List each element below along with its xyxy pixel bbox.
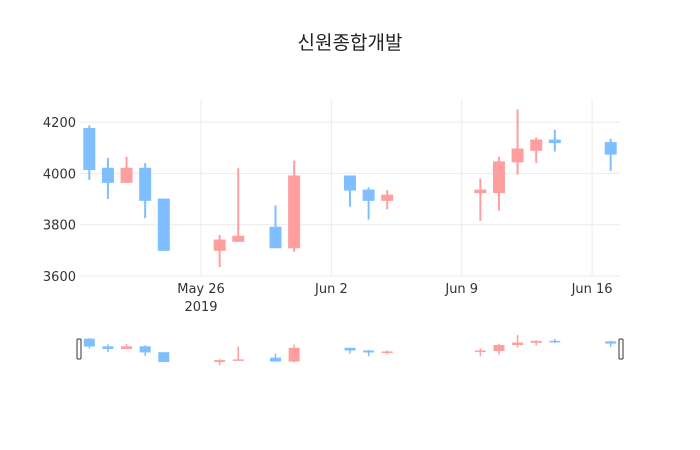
y-tick-label: 4200 bbox=[43, 116, 76, 131]
candle[interactable] bbox=[101, 158, 114, 200]
chart-title: 신원종합개발 bbox=[297, 32, 403, 54]
candle[interactable] bbox=[362, 187, 375, 220]
range-slider[interactable] bbox=[76, 334, 624, 366]
slider-candle bbox=[512, 334, 524, 348]
candle[interactable] bbox=[288, 160, 301, 252]
range-slider-left-handle[interactable] bbox=[76, 338, 82, 360]
candle[interactable] bbox=[511, 109, 524, 175]
slider-candle bbox=[139, 345, 151, 356]
x-tick-label: May 26 bbox=[177, 282, 225, 297]
slider-candle bbox=[474, 348, 486, 357]
candle-series[interactable] bbox=[83, 109, 617, 268]
candle[interactable] bbox=[530, 137, 543, 164]
candle[interactable] bbox=[83, 125, 96, 180]
grid-lines bbox=[80, 99, 620, 277]
slider-candle bbox=[121, 344, 133, 350]
y-tick-label: 4000 bbox=[43, 167, 76, 182]
x-axis: May 26 2019 Jun 2 Jun 9 Jun 16 bbox=[177, 282, 612, 315]
slider-candle bbox=[605, 340, 617, 347]
candle[interactable] bbox=[232, 168, 245, 242]
x-tick-label: Jun 2 bbox=[314, 282, 348, 297]
y-axis: 3600 3800 4000 4200 bbox=[43, 116, 76, 285]
candle[interactable] bbox=[604, 138, 617, 171]
slider-candle bbox=[493, 344, 505, 355]
slider-candle bbox=[214, 359, 226, 366]
candle[interactable] bbox=[474, 178, 487, 221]
slider-candle bbox=[232, 346, 244, 361]
x-tick-label: Jun 16 bbox=[571, 282, 613, 297]
candle[interactable] bbox=[139, 163, 152, 219]
slider-candle bbox=[549, 338, 561, 344]
slider-candle bbox=[288, 344, 300, 363]
candle[interactable] bbox=[213, 234, 226, 268]
slider-candle bbox=[344, 347, 356, 354]
candle[interactable] bbox=[492, 156, 505, 211]
y-tick-label: 3800 bbox=[43, 219, 76, 234]
slider-candle bbox=[102, 344, 114, 353]
slider-candle bbox=[381, 350, 393, 355]
slider-candle bbox=[270, 353, 282, 362]
candle[interactable] bbox=[120, 156, 133, 183]
range-slider-right-handle[interactable] bbox=[618, 338, 624, 360]
slider-candle bbox=[530, 340, 542, 346]
slider-candle bbox=[363, 350, 375, 357]
candle[interactable] bbox=[344, 175, 356, 207]
x-tick-label: Jun 9 bbox=[444, 282, 478, 297]
slider-candle bbox=[83, 338, 95, 349]
candle[interactable] bbox=[269, 205, 282, 249]
candle[interactable] bbox=[548, 129, 561, 152]
y-tick-label: 3600 bbox=[43, 270, 76, 285]
x-tick-year-label: 2019 bbox=[184, 300, 217, 315]
range-slider-candles bbox=[83, 334, 617, 366]
candle[interactable] bbox=[381, 190, 394, 210]
slider-candle bbox=[158, 352, 170, 363]
candle[interactable] bbox=[157, 198, 170, 251]
